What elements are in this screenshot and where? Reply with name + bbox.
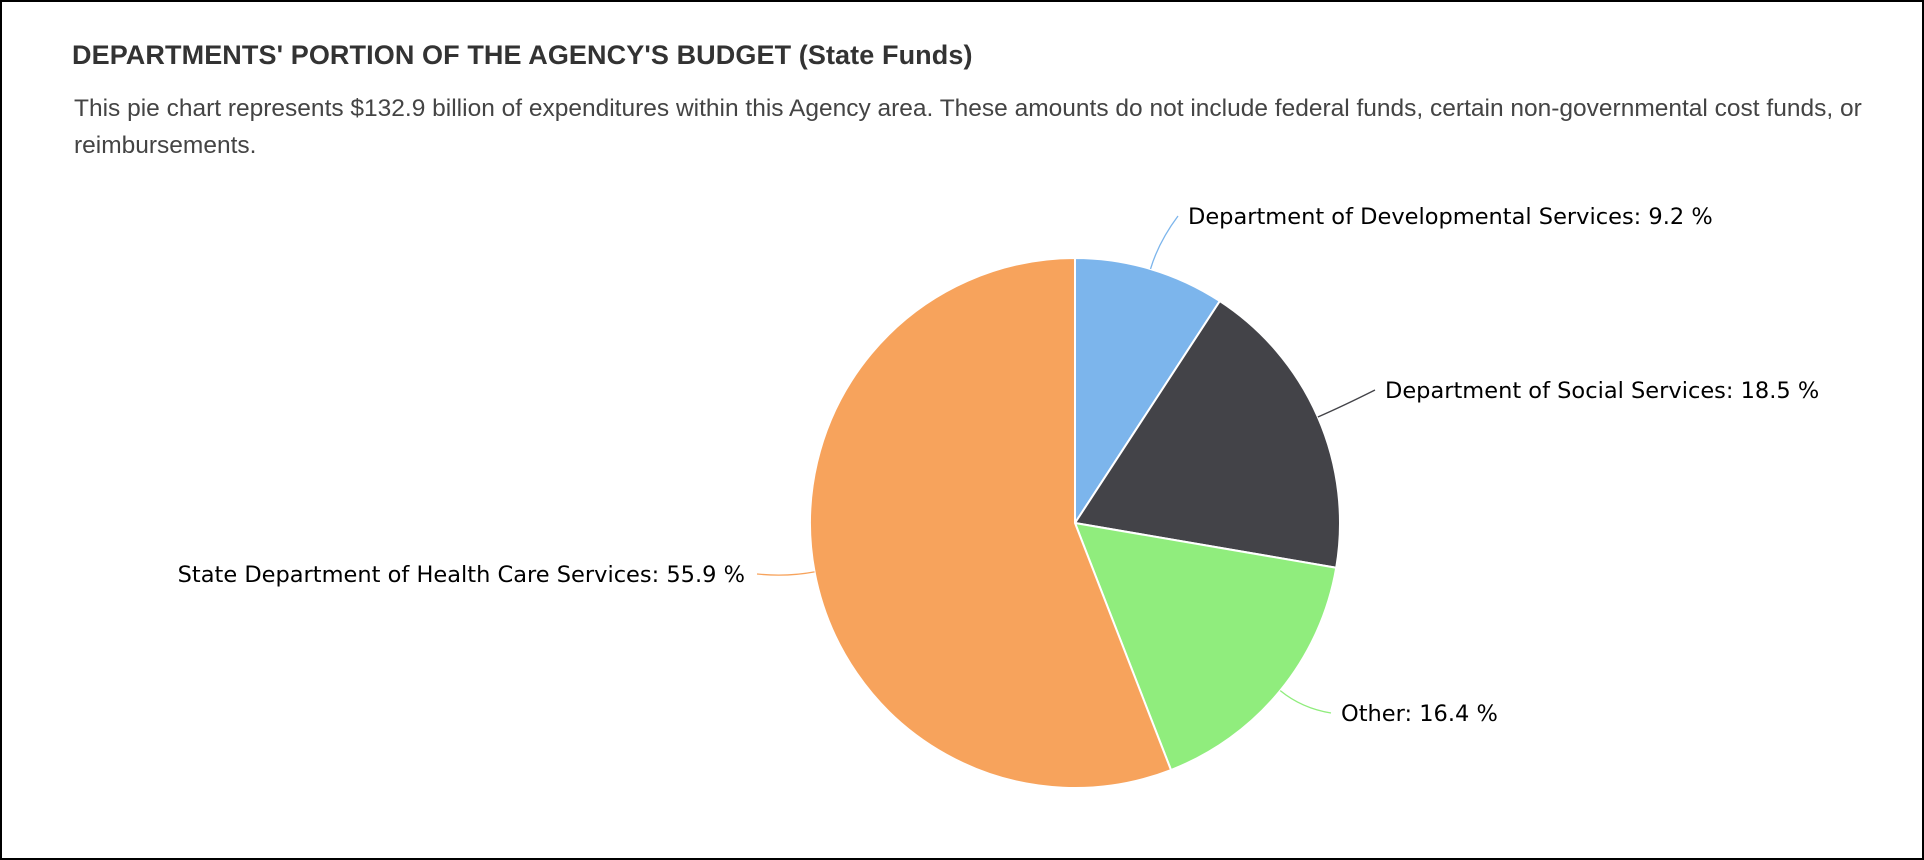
pie-slices	[809, 257, 1341, 789]
slice-label-department-of-developmental-services: Department of Developmental Services: 9.…	[1188, 204, 1713, 230]
pie-slice-department-of-developmental-services[interactable]	[1074, 257, 1221, 524]
chart-title: DEPARTMENTS' PORTION OF THE AGENCY'S BUD…	[72, 40, 973, 70]
slice-label-department-of-social-services: Department of Social Services: 18.5 %	[1385, 378, 1819, 404]
leader-line-state-department-of-health-care-services	[756, 571, 815, 576]
chart-description: This pie chart represents $132.9 billion…	[74, 95, 1862, 159]
pie-labels: Department of Developmental Services: 9.…	[178, 204, 1820, 727]
pie-slice-other[interactable]	[1074, 522, 1338, 771]
slice-label-other: Other: 16.4 %	[1341, 701, 1498, 727]
pie-slice-department-of-social-services[interactable]	[1074, 300, 1341, 569]
slice-label-state-department-of-health-care-services: State Department of Health Care Services…	[178, 562, 745, 588]
leader-line-department-of-developmental-services	[1149, 215, 1179, 270]
leader-line-other	[1279, 690, 1332, 714]
leader-line-department-of-social-services	[1317, 389, 1376, 418]
pie-slice-state-department-of-health-care-services[interactable]	[809, 257, 1172, 789]
pie-leader-lines	[756, 215, 1376, 714]
